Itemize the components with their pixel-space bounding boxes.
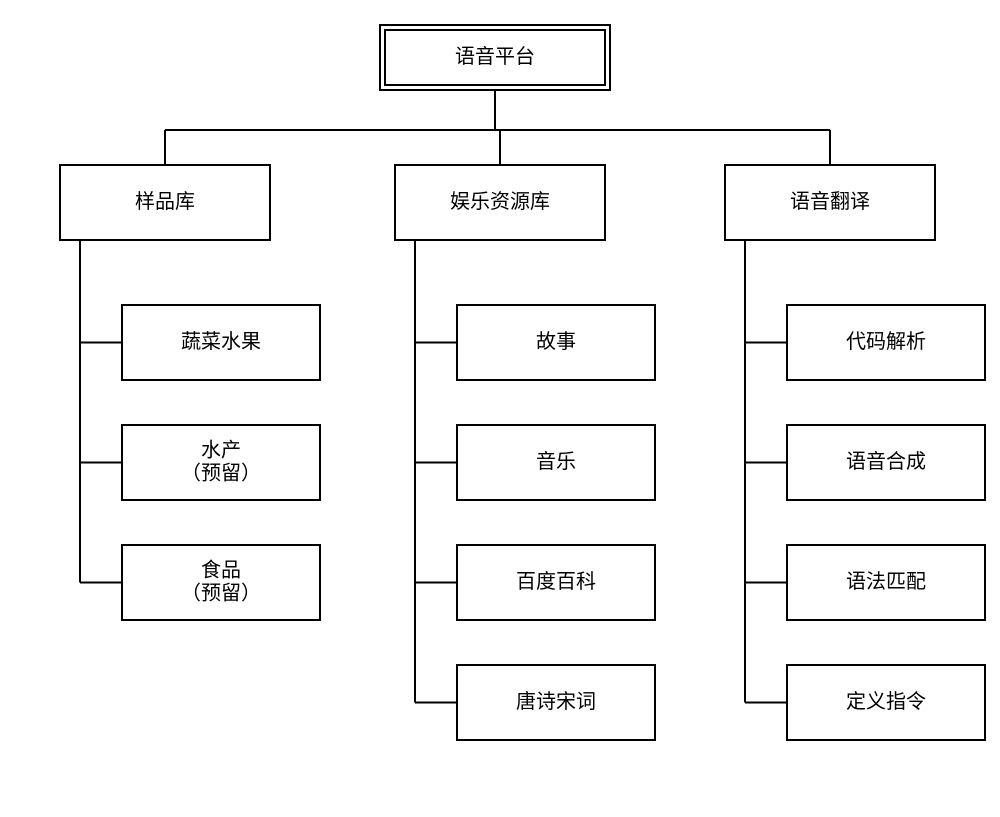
svg-text:（预留）: （预留） <box>181 581 261 604</box>
hierarchy-diagram: 语音平台样品库娱乐资源库语音翻译蔬菜水果水产（预留）食品（预留）故事音乐百度百科… <box>0 0 1000 817</box>
svg-text:（预留）: （预留） <box>181 461 261 484</box>
svg-text:故事: 故事 <box>536 330 576 353</box>
svg-text:水产: 水产 <box>201 438 241 461</box>
node-box: 语音平台 <box>380 25 610 90</box>
node-box: 代码解析 <box>787 305 985 380</box>
node-box: 样品库 <box>60 165 270 240</box>
node-box: 娱乐资源库 <box>395 165 605 240</box>
node-box: 食品（预留） <box>122 545 320 620</box>
svg-text:音乐: 音乐 <box>536 450 576 473</box>
svg-text:语音平台: 语音平台 <box>455 45 535 68</box>
node-box: 水产（预留） <box>122 425 320 500</box>
node-box: 语音翻译 <box>725 165 935 240</box>
svg-text:定义指令: 定义指令 <box>846 690 926 713</box>
node-box: 语音合成 <box>787 425 985 500</box>
node-box: 音乐 <box>457 425 655 500</box>
svg-text:代码解析: 代码解析 <box>846 330 926 353</box>
node-box: 语法匹配 <box>787 545 985 620</box>
node-box: 故事 <box>457 305 655 380</box>
svg-text:食品: 食品 <box>201 558 241 581</box>
node-box: 百度百科 <box>457 545 655 620</box>
svg-text:样品库: 样品库 <box>135 190 195 213</box>
svg-text:娱乐资源库: 娱乐资源库 <box>450 190 550 213</box>
node-box: 定义指令 <box>787 665 985 740</box>
node-box: 唐诗宋词 <box>457 665 655 740</box>
svg-text:语法匹配: 语法匹配 <box>846 570 926 593</box>
svg-text:语音合成: 语音合成 <box>846 450 926 473</box>
node-box: 蔬菜水果 <box>122 305 320 380</box>
svg-text:蔬菜水果: 蔬菜水果 <box>181 330 261 353</box>
svg-text:唐诗宋词: 唐诗宋词 <box>516 690 596 713</box>
svg-text:百度百科: 百度百科 <box>516 570 596 593</box>
svg-text:语音翻译: 语音翻译 <box>790 190 870 213</box>
